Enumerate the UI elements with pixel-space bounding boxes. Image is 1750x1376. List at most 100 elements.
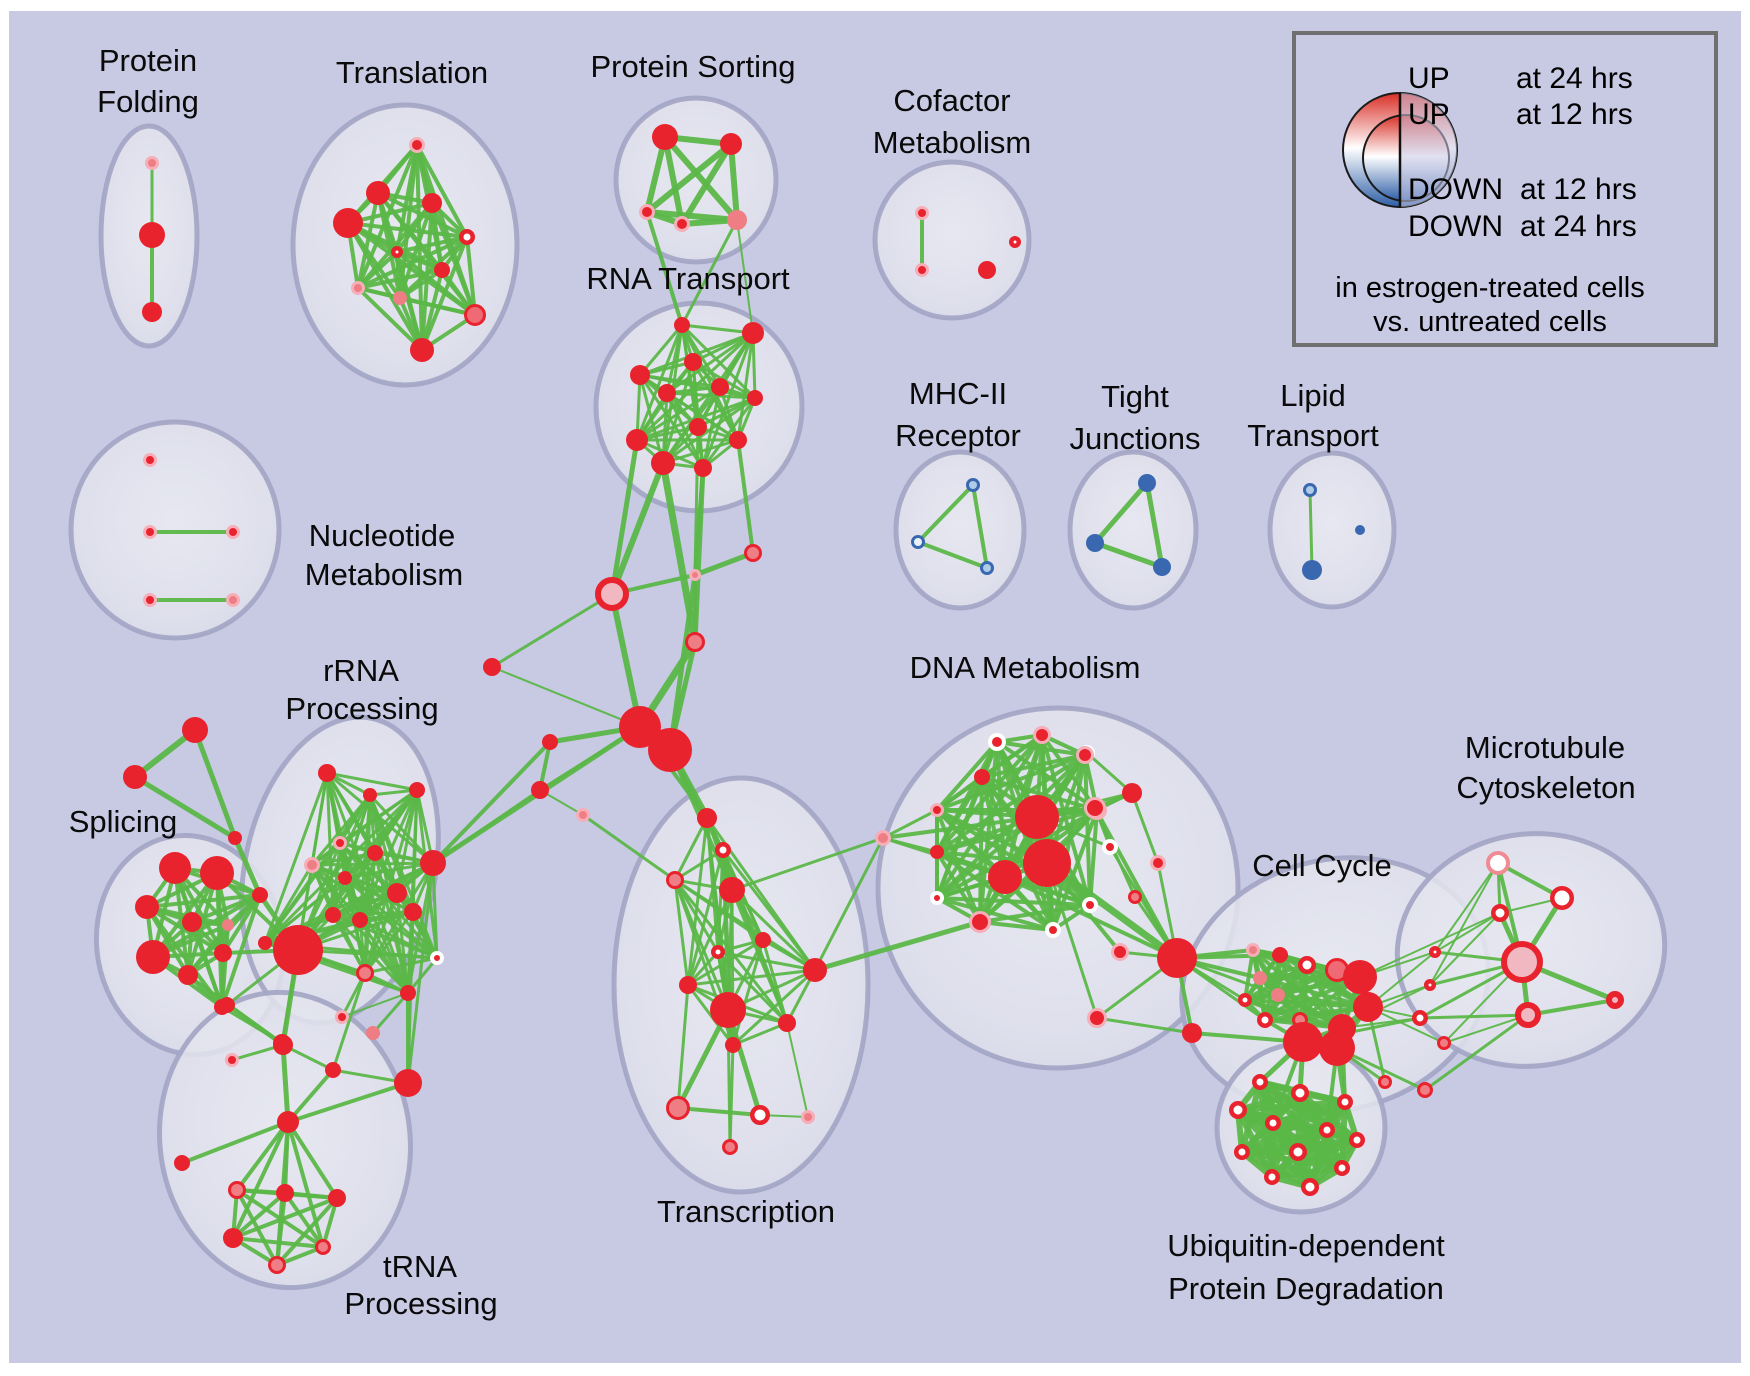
- network-edge: [786, 1022, 809, 1118]
- gene-node: [1550, 886, 1574, 910]
- gene-node: [711, 945, 725, 959]
- gene-node: [619, 706, 661, 748]
- cluster-label: rRNA: [323, 653, 399, 688]
- gene-node: [1298, 956, 1316, 974]
- legend-dir-0: UP: [1408, 62, 1450, 95]
- gene-node: [694, 459, 712, 477]
- network-edge: [1341, 984, 1431, 1029]
- network-edge: [1092, 480, 1150, 546]
- gene-node: [697, 808, 717, 828]
- gene-node: [225, 1053, 239, 1067]
- gene-node: [483, 658, 501, 676]
- network-edge: [609, 591, 643, 730]
- cluster-label: Cytoskeleton: [1456, 770, 1635, 805]
- network-edge: [665, 391, 757, 400]
- gene-node: [1501, 941, 1543, 983]
- legend-time-0: at 24 hrs: [1516, 62, 1633, 95]
- gene-node: [352, 912, 368, 928]
- network-edge: [1144, 480, 1165, 570]
- gene-node: [689, 569, 701, 581]
- gene-node: [335, 1010, 349, 1024]
- network-edge: [812, 919, 983, 973]
- gene-node: [725, 1037, 741, 1053]
- cluster-label: RNA Transport: [586, 261, 790, 296]
- gene-node: [459, 229, 475, 245]
- network-edge: [310, 863, 439, 960]
- gene-node: [1264, 1169, 1280, 1185]
- gene-node: [143, 453, 157, 467]
- network-edge: [881, 815, 1039, 840]
- gene-node: [1349, 1132, 1365, 1148]
- network-edge: [635, 323, 684, 442]
- network-edge: [363, 956, 439, 975]
- gene-node: [228, 831, 242, 845]
- network-edge: [730, 836, 885, 892]
- gene-node: [325, 1062, 341, 1078]
- network-edge: [232, 835, 263, 898]
- network-edge: [151, 893, 262, 959]
- network-edge: [980, 753, 1087, 779]
- network-edge: [491, 666, 641, 728]
- gene-node: [1303, 483, 1317, 497]
- gene-node: [1086, 534, 1104, 552]
- gene-node: [1355, 525, 1365, 535]
- network-edge: [180, 1120, 290, 1165]
- gene-node: [1252, 1074, 1268, 1090]
- cluster-ellipse-lipid-transport: [1267, 450, 1397, 610]
- network-edge: [675, 1007, 731, 1111]
- gene-node: [710, 992, 746, 1028]
- gene-node: [1257, 1012, 1273, 1028]
- network-edge: [286, 1068, 335, 1124]
- gene-node: [930, 891, 944, 905]
- gene-node: [1291, 1084, 1309, 1102]
- network-edge: [638, 373, 757, 400]
- gene-node: [400, 985, 416, 1001]
- network-edge: [679, 141, 734, 227]
- network-edge: [718, 385, 740, 442]
- network-edge: [1095, 1016, 1194, 1035]
- network-edge: [1130, 791, 1160, 865]
- gene-node: [966, 478, 980, 492]
- gene-node: [430, 951, 444, 965]
- network-edge: [363, 891, 399, 975]
- cluster-ellipse-rna-transport: [593, 300, 805, 514]
- gene-node: [875, 830, 891, 846]
- network-edge: [286, 1120, 339, 1200]
- gene-node: [1289, 1143, 1307, 1161]
- network-edge: [609, 437, 640, 597]
- network-edge: [1496, 861, 1564, 900]
- network-edge: [686, 816, 709, 987]
- network-edge: [691, 360, 740, 442]
- gene-node: [1378, 1075, 1392, 1089]
- network-edge: [192, 727, 238, 841]
- network-edge: [680, 218, 739, 327]
- gene-node: [404, 903, 422, 921]
- network-edge: [935, 753, 1087, 812]
- network-edge: [263, 863, 314, 945]
- gene-node: [273, 925, 323, 975]
- gene-node: [1271, 988, 1285, 1002]
- cluster-label: Processing: [285, 691, 438, 726]
- legend-box: [1292, 31, 1718, 347]
- legend-dir-1: UP: [1408, 98, 1450, 131]
- network-edge: [935, 775, 984, 900]
- gene-node: [630, 365, 650, 385]
- gene-node: [750, 1105, 770, 1125]
- network-edge: [673, 878, 720, 954]
- network-edge: [398, 268, 444, 300]
- cluster-label: Microtubule: [1465, 730, 1625, 765]
- network-edge: [645, 210, 684, 327]
- gene-node: [1353, 992, 1383, 1022]
- network-edge: [978, 920, 1055, 932]
- network-edge: [716, 950, 817, 972]
- network-edge: [701, 396, 757, 470]
- network-edge: [686, 983, 735, 1047]
- network-edge: [221, 893, 262, 955]
- network-edge: [728, 1043, 735, 1149]
- gene-node: [268, 1256, 286, 1274]
- network-edge: [730, 888, 817, 972]
- network-edge: [673, 878, 690, 987]
- cluster-label: MHC-II: [909, 376, 1007, 411]
- network-edge: [373, 851, 410, 995]
- network-edge: [395, 235, 469, 254]
